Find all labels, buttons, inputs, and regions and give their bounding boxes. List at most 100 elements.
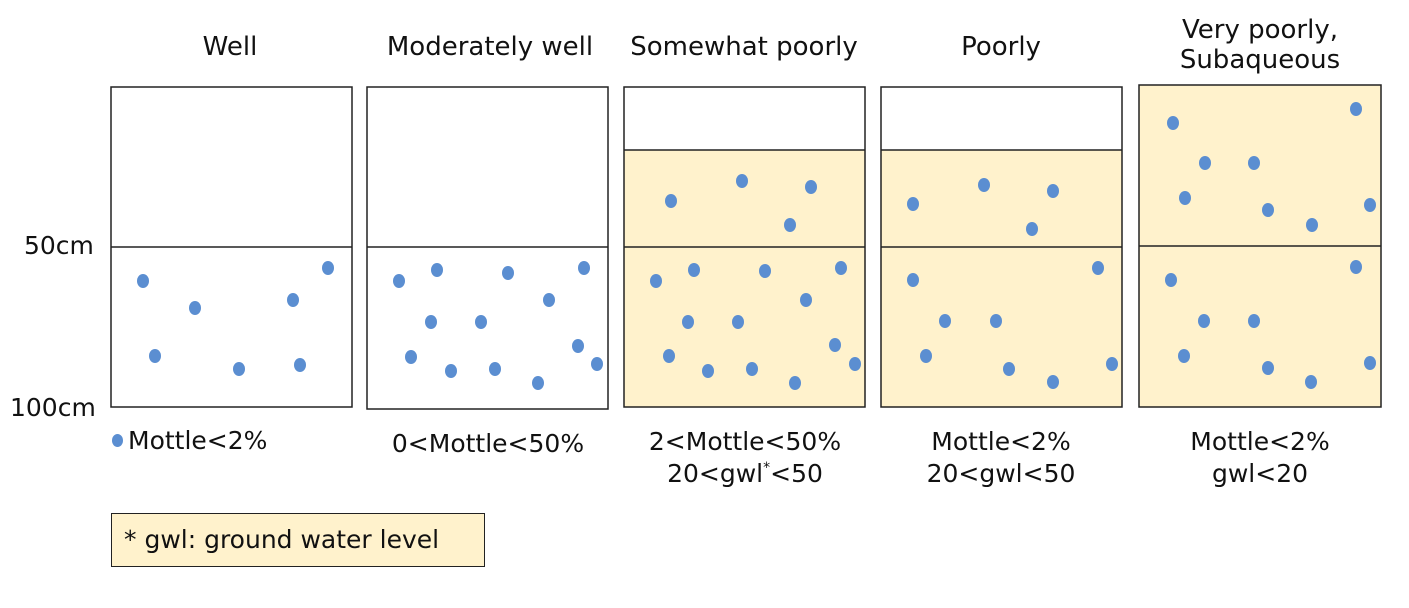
mottle-dot xyxy=(907,273,919,287)
title-very-poorly-line2: Subaqueous xyxy=(1179,45,1341,75)
caption-very-poorly: Mottle<2% gwl<20 xyxy=(1110,426,1409,490)
mottle-dot xyxy=(1178,349,1190,363)
mottle-dot xyxy=(1198,314,1210,328)
profile-border xyxy=(110,86,353,408)
title-moderately-well-line: Moderately well xyxy=(386,32,594,62)
soil-profile-1 xyxy=(110,86,353,408)
mottle-dot xyxy=(1262,361,1274,375)
mottle-dot xyxy=(990,314,1002,328)
mottle-dot xyxy=(702,364,714,378)
mottle-dot xyxy=(732,315,744,329)
mottle-dot xyxy=(849,357,861,371)
mottle-dot xyxy=(294,358,306,372)
mottle-dot xyxy=(939,314,951,328)
mottle-dot xyxy=(665,194,677,208)
mottle-dot xyxy=(1248,156,1260,170)
mottle-dot xyxy=(1199,156,1211,170)
title-somewhat-poorly-line: Somewhat poorly xyxy=(630,32,858,62)
mottle-dot xyxy=(1003,362,1015,376)
depth-label-50cm: 50cm xyxy=(24,231,94,260)
mottle-dot xyxy=(746,362,758,376)
mottle-dot xyxy=(1106,357,1118,371)
mottle-dot xyxy=(233,362,245,376)
mottle-dot xyxy=(502,266,514,280)
caption-somewhat-poorly: 2<Mottle<50% 20<gwl*<50 xyxy=(595,426,895,490)
mottle-dot xyxy=(1350,102,1362,116)
mottle-dot xyxy=(578,261,590,275)
mottle-dot xyxy=(800,293,812,307)
caption-poorly-line1: Mottle<2% xyxy=(931,427,1071,456)
mottle-dot xyxy=(1350,260,1362,274)
soil-profile-3 xyxy=(623,86,866,408)
mottle-dot xyxy=(489,362,501,376)
mottle-dot xyxy=(688,263,700,277)
mottle-dot xyxy=(1306,218,1318,232)
gwl-note: * gwl: ground water level xyxy=(111,513,485,567)
mottle-dot xyxy=(1364,356,1376,370)
title-poorly-line: Poorly xyxy=(961,32,1041,62)
profile-border xyxy=(1138,84,1382,408)
mottle-dot xyxy=(393,274,405,288)
title-somewhat-poorly: Somewhat poorly xyxy=(604,32,884,62)
saturated-zone xyxy=(624,150,865,407)
mottle-dot xyxy=(1167,116,1179,130)
profile-border xyxy=(623,86,866,408)
mottle-dot xyxy=(784,218,796,232)
mottle-dot xyxy=(1364,198,1376,212)
mottle-dot xyxy=(1165,273,1177,287)
mottle-dot xyxy=(1047,184,1059,198)
mottle-dot xyxy=(907,197,919,211)
caption-poorly: Mottle<2% 20<gwl<50 xyxy=(851,426,1151,490)
profile-background xyxy=(367,87,608,409)
mottle-dot xyxy=(978,178,990,192)
mottle-dot xyxy=(475,315,487,329)
mottle-dot xyxy=(532,376,544,390)
profile-border xyxy=(880,86,1123,408)
caption-moderately-well: 0<Mottle<50% xyxy=(338,428,638,460)
mottle-dot xyxy=(149,349,161,363)
mottle-legend-icon xyxy=(112,434,123,447)
mottle-dot xyxy=(543,293,555,307)
caption-very-poorly-line1: Mottle<2% xyxy=(1190,427,1330,456)
mottle-dot xyxy=(789,376,801,390)
soil-profile-2 xyxy=(366,86,609,410)
mottle-dot xyxy=(682,315,694,329)
mottle-dot xyxy=(920,349,932,363)
mottle-dot xyxy=(759,264,771,278)
title-very-poorly: Very poorly, Subaqueous xyxy=(1120,15,1400,75)
mottle-dot xyxy=(137,274,149,288)
caption-very-poorly-line2: gwl<20 xyxy=(1211,459,1309,488)
caption-poorly-line2: 20<gwl<50 xyxy=(926,459,1076,488)
mottle-dot xyxy=(805,180,817,194)
soil-profile-4 xyxy=(880,86,1123,408)
mottle-dot xyxy=(1047,375,1059,389)
mottle-dot xyxy=(1179,191,1191,205)
mottle-dot xyxy=(591,357,603,371)
mottle-dot xyxy=(835,261,847,275)
title-poorly: Poorly xyxy=(861,32,1141,62)
mottle-dot xyxy=(1248,314,1260,328)
mottle-dot xyxy=(189,301,201,315)
mottle-legend-label: Mottle<2% xyxy=(128,426,268,455)
title-well-line: Well xyxy=(202,32,258,62)
profile-border xyxy=(366,86,609,410)
caption-somewhat-poorly-line2: 20<gwl*<50 xyxy=(595,458,895,490)
mottle-dot xyxy=(572,339,584,353)
mottle-dot xyxy=(663,349,675,363)
mottle-dot xyxy=(322,261,334,275)
mottle-dot xyxy=(1026,222,1038,236)
mottle-dot xyxy=(287,293,299,307)
mottle-dot xyxy=(829,338,841,352)
mottle-dot xyxy=(736,174,748,188)
caption-moderately-well-line1: 0<Mottle<50% xyxy=(391,429,585,458)
mottle-dot xyxy=(650,274,662,288)
depth-label-100cm: 100cm xyxy=(10,393,96,422)
mottle-dot xyxy=(1262,203,1274,217)
caption-somewhat-poorly-line1: 2<Mottle<50% xyxy=(648,427,842,456)
soil-profile-5 xyxy=(1138,84,1382,408)
mottle-dot xyxy=(1305,375,1317,389)
caption-gwl-range: 20<gwl*<50 xyxy=(667,459,823,488)
mottle-dot xyxy=(431,263,443,277)
